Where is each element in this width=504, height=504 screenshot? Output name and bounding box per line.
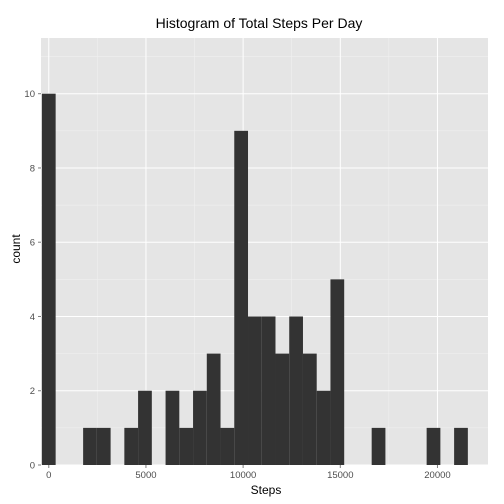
y-tick-label: 4 <box>30 312 35 323</box>
y-tick-label: 2 <box>30 386 35 397</box>
histogram-bar <box>220 427 235 465</box>
x-tick-label: 5000 <box>135 470 156 481</box>
histogram-bar <box>96 427 111 465</box>
x-tick-label: 0 <box>46 470 51 481</box>
x-tick-label: 10000 <box>230 470 256 481</box>
histogram-bar <box>179 427 194 465</box>
histogram-bar <box>83 427 97 465</box>
histogram-bar <box>426 427 441 465</box>
y-tick-label: 0 <box>30 461 35 472</box>
histogram-bar <box>248 316 262 465</box>
histogram-bar <box>206 353 221 465</box>
x-tick-label: 20000 <box>424 470 450 481</box>
histogram-bar <box>275 353 290 465</box>
x-axis-title: Steps <box>251 483 282 497</box>
histogram-bar <box>261 316 276 465</box>
histogram-bar <box>124 427 139 465</box>
y-tick-label: 10 <box>24 89 35 100</box>
histogram-bars <box>41 93 468 466</box>
y-axis-title: count <box>9 234 23 264</box>
y-tick-label: 6 <box>30 238 35 249</box>
histogram-bar <box>289 316 303 465</box>
y-tick-label: 8 <box>30 163 35 174</box>
y-axis-ticks: 0 2 4 6 8 10 <box>24 89 41 472</box>
histogram-bar <box>302 353 317 465</box>
histogram-bar <box>193 390 207 465</box>
x-tick-label: 15000 <box>327 470 353 481</box>
chart-title: Histogram of Total Steps Per Day <box>156 15 363 31</box>
histogram-bar <box>234 130 249 465</box>
histogram-bar <box>330 279 345 465</box>
histogram-bar <box>454 427 468 465</box>
histogram-bar <box>316 390 331 465</box>
histogram-bar <box>138 390 152 465</box>
histogram-bar <box>371 427 386 465</box>
histogram-bar <box>41 93 56 466</box>
x-axis-ticks: 0 5000 10000 15000 20000 <box>46 465 451 481</box>
histogram-bar <box>165 390 180 465</box>
